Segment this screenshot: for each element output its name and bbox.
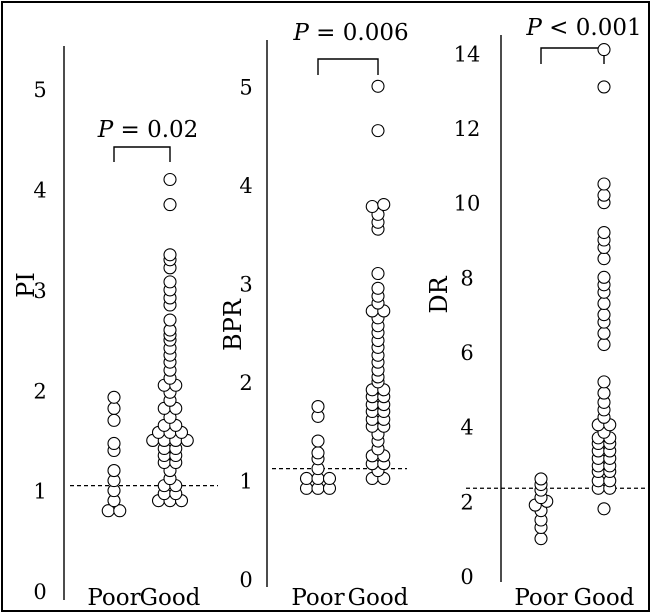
p-value-text: = 0.02 xyxy=(113,117,198,143)
p-value-text: = 0.006 xyxy=(309,20,409,46)
data-point-poor xyxy=(311,446,325,460)
data-point-good xyxy=(371,281,385,295)
y-tick-label: 12 xyxy=(454,117,481,141)
p-symbol: P xyxy=(292,20,309,46)
data-point-good xyxy=(597,375,611,389)
category-label: Poor xyxy=(87,585,140,611)
category-label: Good xyxy=(574,585,635,611)
significance-bracket xyxy=(540,47,605,64)
data-point-poor xyxy=(322,471,337,486)
y-axis-label: DR xyxy=(425,275,453,313)
p-value-text: < 0.001 xyxy=(542,15,642,41)
y-tick-label: 4 xyxy=(239,174,252,198)
y-tick-label: 3 xyxy=(239,272,252,296)
y-tick-label: 0 xyxy=(33,580,46,604)
y-tick-label: 5 xyxy=(239,75,252,99)
data-point-good xyxy=(597,177,611,191)
y-tick-label: 2 xyxy=(33,379,46,403)
y-tick-label: 0 xyxy=(460,565,473,589)
data-point-poor xyxy=(534,532,548,546)
data-point-good xyxy=(597,252,611,266)
significance-bracket xyxy=(113,146,171,162)
y-tick-label: 5 xyxy=(33,78,46,102)
data-point-poor xyxy=(107,413,121,427)
y-tick-label: 2 xyxy=(239,371,252,395)
category-label: Good xyxy=(140,585,201,611)
data-point-poor xyxy=(534,472,548,486)
data-point-poor xyxy=(107,401,121,415)
data-point-good xyxy=(163,313,177,327)
category-label: Good xyxy=(348,585,409,611)
data-point-good xyxy=(597,386,611,400)
data-point-good xyxy=(163,172,177,187)
data-point-good xyxy=(371,79,385,93)
data-point-poor xyxy=(113,504,127,518)
data-point-good xyxy=(597,80,611,94)
data-point-poor xyxy=(311,399,325,414)
data-point-good xyxy=(163,248,177,262)
data-point-poor xyxy=(107,436,121,451)
data-point-poor xyxy=(107,464,121,478)
data-point-good xyxy=(371,124,385,138)
data-point-good xyxy=(597,337,611,352)
y-tick-label: 1 xyxy=(239,469,252,493)
category-label: Poor xyxy=(291,585,344,611)
data-point-good xyxy=(365,199,379,214)
category-label: Poor xyxy=(514,585,567,611)
y-tick-label: 4 xyxy=(33,179,46,203)
y-tick-label: 4 xyxy=(460,416,473,440)
data-point-good xyxy=(597,270,611,284)
y-tick-label: 8 xyxy=(460,266,473,290)
significance-bracket xyxy=(317,58,379,75)
p-symbol: P xyxy=(97,117,114,143)
data-point-poor xyxy=(107,390,121,404)
data-point-good xyxy=(597,296,611,311)
data-point-good xyxy=(371,266,385,281)
data-point-poor xyxy=(311,434,325,448)
data-point-poor xyxy=(299,471,314,486)
y-tick-label: 10 xyxy=(454,192,481,216)
data-point-good xyxy=(597,308,611,322)
y-tick-label: 14 xyxy=(454,42,481,66)
y-axis-label: PI xyxy=(12,272,40,298)
data-point-good xyxy=(597,188,611,202)
data-point-good xyxy=(597,326,611,340)
data-point-good xyxy=(597,502,611,516)
panel-bpr: 0 1 2 3 4 5 BPR Poor Good P = 0.006 xyxy=(219,20,409,611)
y-tick-label: 0 xyxy=(239,568,252,592)
panel-dr: 0 2 4 6 8 10 12 14 DR Poor Good P < 0.001 xyxy=(425,15,648,611)
data-point-good xyxy=(597,43,611,57)
p-value-label: P = 0.006 xyxy=(292,20,408,46)
y-tick-label: 3 xyxy=(33,279,46,303)
y-tick-label: 6 xyxy=(460,341,473,365)
data-point-good xyxy=(163,275,177,289)
p-symbol: P xyxy=(525,15,542,41)
data-point-good xyxy=(163,198,177,212)
p-value-label: P < 0.001 xyxy=(525,15,641,41)
data-point-good xyxy=(597,225,611,240)
y-tick-label: 2 xyxy=(460,490,473,514)
p-value-label: P = 0.02 xyxy=(97,117,199,143)
data-point-good xyxy=(377,197,391,212)
y-axis-label: BPR xyxy=(219,298,247,351)
y-tick-label: 1 xyxy=(33,480,46,504)
